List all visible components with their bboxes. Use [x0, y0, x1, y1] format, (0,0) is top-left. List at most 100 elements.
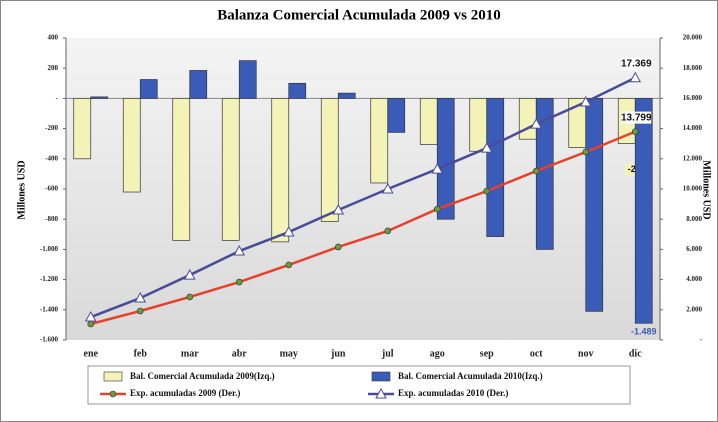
- bar: [518, 98, 537, 140]
- bar: [436, 98, 455, 220]
- marker: [480, 142, 493, 153]
- x-tick-label: jul: [381, 348, 394, 359]
- y2-tick-label: 10.000: [683, 185, 703, 193]
- x-tick-label: nov: [578, 348, 594, 359]
- legend-swatch: [103, 371, 123, 382]
- x-tick-label: jun: [330, 348, 346, 359]
- legend-label: Exp. acumuladas 2009 (Der.): [130, 388, 240, 398]
- bar: [122, 98, 141, 193]
- y2-tick-label: -: [700, 336, 703, 344]
- legend-marker: [109, 390, 117, 398]
- bar: [271, 98, 290, 243]
- legend-label: Bal. Comercial Acumulada 2010(Izq.): [398, 371, 543, 381]
- y-tick-label: 200: [48, 64, 59, 72]
- marker: [233, 245, 246, 256]
- marker: [381, 182, 394, 194]
- marker: [483, 187, 491, 195]
- legend: [87, 365, 631, 405]
- bar: [370, 98, 389, 184]
- y2-tick-label: 14.000: [683, 124, 703, 132]
- x-tick-label: ago: [430, 348, 445, 359]
- y2-tick-label: 12.000: [683, 154, 703, 162]
- x-tick-label: dic: [629, 348, 642, 359]
- y2-tick-label: 20.000: [683, 34, 703, 42]
- bar: [189, 70, 208, 99]
- line: [90, 76, 636, 319]
- bar: [73, 98, 92, 160]
- y2-tick-label: 6.000: [686, 245, 702, 253]
- y2-tick-label: 18.000: [683, 64, 703, 72]
- x-tick-label: feb: [134, 348, 148, 359]
- data-label: -1.489: [631, 327, 657, 337]
- data-label-box: [621, 111, 652, 124]
- x-tick-label: mar: [181, 348, 199, 359]
- x-tick-label: oct: [530, 348, 543, 359]
- bar: [469, 98, 488, 152]
- marker: [631, 128, 639, 135]
- x-tick-label: sep: [480, 348, 494, 359]
- bar: [419, 98, 438, 145]
- marker: [285, 261, 293, 269]
- marker: [433, 205, 441, 213]
- marker: [431, 163, 444, 174]
- y-tick-label: -1.000: [40, 245, 59, 253]
- line: [90, 130, 636, 326]
- bar: [585, 98, 604, 312]
- marker: [532, 167, 540, 175]
- bar: [90, 96, 109, 99]
- data-label: 17.369: [621, 58, 652, 69]
- marker: [582, 148, 590, 156]
- chart-title: Balanza Comercial Acumulada 2009 vs 2010: [217, 7, 500, 23]
- marker: [87, 320, 95, 328]
- y-tick-label: -1.600: [40, 336, 59, 344]
- y-tick-label: -: [56, 94, 59, 102]
- marker: [332, 203, 345, 215]
- marker: [629, 71, 642, 83]
- legend-label: Exp. acumuladas 2010 (Der.): [398, 388, 508, 398]
- x-tick-label: abr: [232, 348, 248, 359]
- bar: [387, 98, 406, 133]
- bar: [288, 82, 307, 99]
- y2-tick-label: 16.000: [683, 94, 703, 102]
- bar: [634, 98, 653, 324]
- y-tick-label: -600: [45, 185, 58, 193]
- marker: [183, 269, 196, 280]
- y-tick-label: -400: [45, 154, 58, 162]
- legend-label: Bal. Comercial Acumulada 2009(Izq.): [130, 371, 275, 381]
- marker: [235, 278, 243, 286]
- y2-tick-label: 4.000: [686, 275, 702, 283]
- bar: [172, 98, 191, 241]
- marker: [334, 243, 342, 251]
- bar: [320, 98, 339, 222]
- y-tick-label: -200: [45, 124, 58, 132]
- data-label-box: [621, 57, 652, 70]
- marker: [579, 95, 592, 107]
- y-axis-label: Millones USD: [16, 160, 27, 219]
- bar: [486, 98, 505, 237]
- plot-area: [66, 38, 660, 340]
- y-tick-label: -1.200: [40, 275, 59, 283]
- bar: [221, 98, 240, 241]
- legend-marker: [375, 387, 387, 399]
- marker: [530, 118, 543, 129]
- data-label: 13.799: [621, 112, 652, 123]
- y-tick-label: -1.400: [40, 305, 59, 313]
- x-tick-label: ene: [84, 348, 99, 359]
- marker: [136, 307, 144, 315]
- marker: [134, 291, 147, 303]
- marker: [84, 311, 97, 322]
- bar: [139, 79, 158, 99]
- y2-tick-label: 8.000: [686, 215, 702, 223]
- bar: [238, 60, 257, 99]
- marker: [282, 226, 295, 237]
- y2-axis-label: Millones USD: [701, 160, 712, 219]
- marker: [186, 293, 194, 301]
- y2-tick-label: 2.000: [686, 305, 702, 313]
- legend-swatch: [371, 371, 391, 382]
- y-tick-label: -800: [45, 215, 58, 223]
- x-tick-label: may: [280, 348, 298, 359]
- y-tick-label: 400: [48, 34, 59, 42]
- bar: [337, 92, 356, 99]
- marker: [384, 227, 392, 235]
